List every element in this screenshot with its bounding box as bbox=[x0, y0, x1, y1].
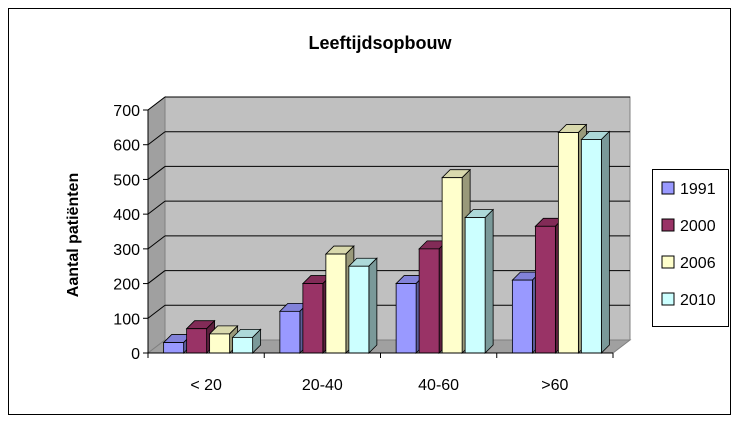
y-tick-label: 100 bbox=[113, 311, 140, 328]
y-tick-label: 0 bbox=[131, 346, 140, 363]
y-axis: 0 100 200 300 400 500 600 700 bbox=[113, 103, 149, 363]
bar-front bbox=[186, 328, 208, 354]
bar-front bbox=[163, 342, 185, 354]
bar-front bbox=[279, 310, 301, 354]
gridline-side bbox=[147, 304, 166, 319]
legend: 1991 2000 2006 2010 bbox=[661, 181, 716, 309]
x-tick-label: 40-60 bbox=[418, 377, 459, 394]
y-tick-label: 200 bbox=[113, 277, 140, 294]
y-tick-label: 700 bbox=[113, 103, 140, 120]
bar bbox=[464, 208, 495, 354]
chart-title: Leeftijdsopbouw bbox=[309, 33, 453, 53]
legend-label: 2010 bbox=[680, 292, 716, 309]
gridline-side bbox=[147, 96, 166, 111]
bar-side bbox=[484, 208, 494, 354]
y-tick-label: 300 bbox=[113, 242, 140, 259]
bar-front bbox=[302, 283, 324, 354]
gridline-side bbox=[147, 166, 166, 180]
bar bbox=[208, 324, 239, 354]
bar-front bbox=[511, 279, 533, 354]
legend-label: 1991 bbox=[680, 181, 716, 198]
legend-label: 2000 bbox=[680, 218, 716, 235]
bar-side bbox=[368, 257, 378, 354]
y-tick-label: 500 bbox=[113, 172, 140, 189]
bar-front bbox=[395, 283, 417, 354]
gridline-side bbox=[147, 200, 166, 215]
bar-front bbox=[534, 225, 556, 354]
bar-front bbox=[209, 333, 231, 354]
bar-front bbox=[348, 265, 370, 354]
y-tick-label: 400 bbox=[113, 207, 140, 224]
bars bbox=[162, 123, 611, 354]
legend-label: 2006 bbox=[680, 255, 716, 272]
legend-swatch bbox=[661, 181, 675, 195]
bar bbox=[347, 257, 378, 354]
bar-front bbox=[325, 253, 347, 354]
gridline-side bbox=[147, 270, 166, 284]
y-axis-label: Aantal patiënten bbox=[65, 173, 82, 297]
bar-front bbox=[464, 217, 486, 354]
bar-front bbox=[557, 132, 579, 354]
y-tick-label: 600 bbox=[113, 138, 140, 155]
gridline-side bbox=[147, 131, 166, 146]
gridline-side bbox=[147, 235, 166, 250]
bar-front bbox=[418, 248, 440, 354]
x-axis: < 20 20-40 40-60 >60 bbox=[147, 352, 614, 394]
bar-front bbox=[441, 177, 463, 354]
bar bbox=[231, 328, 262, 354]
legend-swatch bbox=[661, 218, 675, 232]
x-tick-label: 20-40 bbox=[302, 377, 343, 394]
bar-front bbox=[580, 139, 602, 354]
x-tick-label: >60 bbox=[541, 377, 568, 394]
bar-front bbox=[232, 336, 254, 354]
bar-side bbox=[600, 130, 610, 354]
side-wall bbox=[147, 95, 166, 355]
legend-swatch bbox=[661, 255, 675, 269]
legend-swatch bbox=[661, 292, 675, 306]
bar bbox=[580, 130, 611, 354]
x-tick-label: < 20 bbox=[190, 377, 222, 394]
